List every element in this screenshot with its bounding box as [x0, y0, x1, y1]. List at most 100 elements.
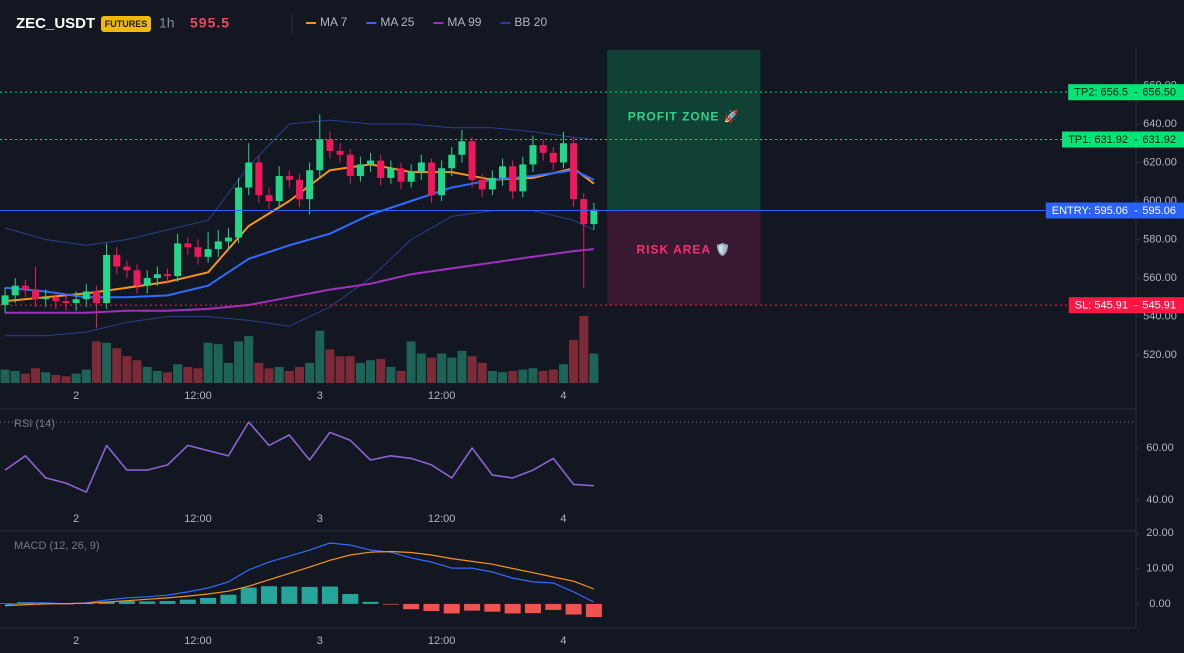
volume-bar — [31, 368, 41, 383]
x-tick-label: 12:00 — [428, 390, 456, 402]
legend-label: MA 25 — [380, 15, 414, 29]
candle-body — [397, 168, 405, 182]
histogram-bar — [0, 603, 14, 604]
level-label: TP1: 631.92 — [1068, 134, 1128, 146]
legend-label: MA 7 — [320, 15, 348, 29]
volume-bar — [61, 376, 71, 383]
histogram-bar — [301, 586, 318, 604]
candle-body — [224, 237, 232, 242]
volume-bar — [203, 342, 213, 383]
level-label-bg — [1068, 84, 1184, 101]
badge-bg — [101, 16, 151, 32]
candle-body — [214, 241, 222, 250]
volume-bar — [447, 357, 457, 383]
pane-title: MACD (12, 26, 9) — [14, 540, 100, 552]
volume-bar — [223, 362, 233, 383]
symbol: ZEC_USDT — [16, 15, 95, 32]
histogram-bar — [362, 601, 379, 604]
level-separator: - — [1134, 87, 1138, 99]
histogram-bar — [464, 603, 481, 611]
candle-body — [326, 139, 334, 151]
candle-body — [11, 285, 19, 296]
volume-bar — [254, 362, 264, 383]
candle-body — [255, 162, 263, 196]
volume-bar — [426, 357, 436, 383]
candle-body — [580, 199, 588, 225]
level-price: 656.50 — [1142, 87, 1176, 99]
x-tick-label: 4 — [560, 513, 566, 525]
volume-bar — [142, 366, 152, 383]
histogram-bar — [403, 603, 420, 610]
x-tick-label: 12:00 — [184, 635, 212, 647]
signal-line — [5, 550, 595, 607]
level-price: 631.92 — [1142, 134, 1176, 146]
rsi-line — [4, 421, 594, 493]
level-separator: - — [1134, 300, 1138, 312]
y-tick-label: 580.00 — [1143, 233, 1177, 245]
legend-label: MA 99 — [447, 15, 481, 29]
histogram-bar — [98, 601, 115, 604]
volume-bar — [71, 373, 81, 383]
candle-body — [549, 152, 557, 163]
volume-bar — [548, 369, 558, 383]
volume-bar — [558, 364, 568, 383]
candle-body — [377, 160, 385, 178]
pane-title: RSI (14) — [14, 418, 55, 430]
candle-body — [82, 291, 90, 300]
y-tick-label: 560.00 — [1143, 272, 1177, 284]
volume-bar — [345, 356, 355, 383]
candle-body — [316, 139, 324, 171]
candle-body — [103, 254, 111, 304]
volume-bar — [10, 370, 20, 383]
volume-bar — [416, 353, 426, 383]
y-tick-label: 20.00 — [1146, 527, 1174, 539]
candle-body — [204, 249, 212, 257]
x-tick-label: 2 — [73, 513, 79, 525]
candle-body — [417, 162, 425, 173]
histogram-bar — [504, 603, 521, 614]
candle-body — [488, 177, 496, 190]
volume-bar — [132, 360, 142, 383]
volume-bar — [538, 370, 548, 383]
volume-bar — [325, 349, 335, 383]
histogram-bar — [240, 587, 257, 604]
histogram-bar — [261, 586, 278, 604]
y-tick-label: 0.00 — [1149, 598, 1170, 610]
volume-bar — [152, 370, 162, 383]
volume-bar — [41, 372, 51, 383]
level-label-bg — [1062, 131, 1184, 148]
histogram-bar — [139, 601, 156, 604]
volume-bar — [376, 358, 386, 383]
histogram-bar — [545, 603, 562, 610]
candle-body — [539, 145, 547, 153]
x-tick-label: 3 — [317, 513, 323, 525]
volume-bar — [274, 366, 284, 383]
legend-label: BB 20 — [514, 15, 547, 29]
candle-body — [570, 143, 578, 200]
volume-bar — [457, 350, 467, 383]
candle-body — [367, 160, 375, 165]
volume-bar — [487, 370, 497, 383]
candle-body — [448, 154, 456, 169]
volume-bar — [91, 341, 101, 383]
volume-bar — [477, 362, 487, 383]
candle-body — [356, 164, 364, 176]
candle-body — [478, 179, 486, 190]
histogram-bar — [585, 603, 602, 618]
candle-body — [174, 243, 182, 277]
candle-body — [72, 299, 80, 304]
y-tick-label: 540.00 — [1143, 310, 1177, 322]
last-price: 595.5 — [190, 15, 230, 31]
x-tick-label: 2 — [73, 635, 79, 647]
volume-bar — [508, 370, 518, 383]
volume-bar — [569, 340, 579, 383]
volume-bar — [406, 341, 416, 383]
candle-body — [468, 141, 476, 180]
histogram-bar — [423, 603, 440, 611]
candle-body — [285, 175, 293, 180]
volume-bar — [498, 372, 508, 383]
volume-bar — [437, 353, 447, 383]
histogram-bar — [484, 603, 501, 612]
volume-bar — [122, 356, 132, 383]
